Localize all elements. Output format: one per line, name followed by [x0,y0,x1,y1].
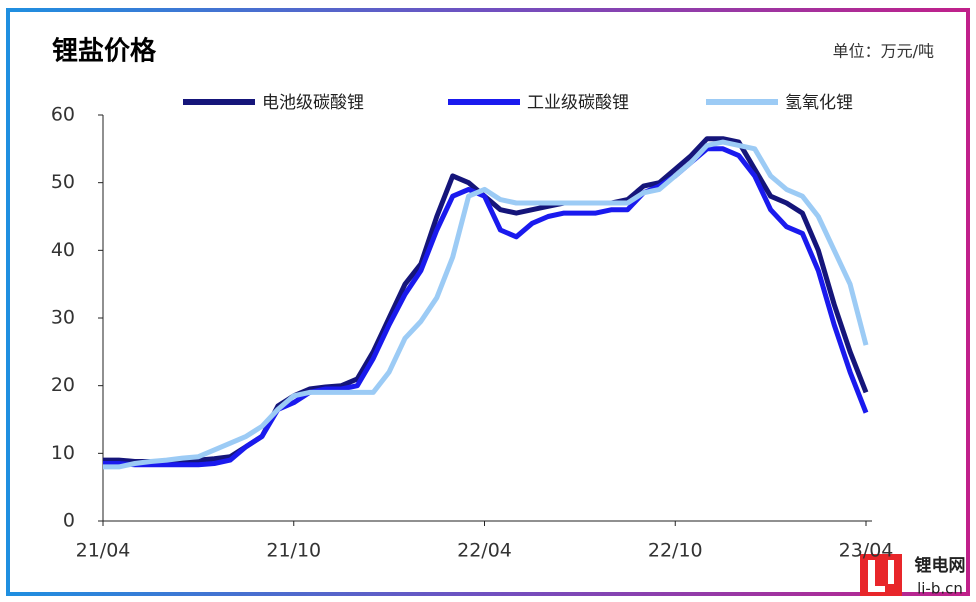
logo: 锂电网 li-b.cn [860,554,966,598]
legend-label: 电池级碳酸锂 [262,93,364,113]
y-tick-label: 50 [51,171,75,193]
logo-url: li-b.cn [917,580,963,598]
y-tick-label: 60 [51,104,75,126]
unit-label: 单位：万元/吨 [833,42,934,61]
series-line [103,139,869,470]
x-tick-label: 23/04 [839,540,894,562]
x-tick-label: 22/04 [457,540,512,562]
legend-label: 氢氧化锂 [785,93,853,113]
frame [6,8,970,596]
logo-glyph [868,560,894,592]
x-tick-label: 22/10 [648,540,703,562]
series-line [103,146,869,468]
legend-label: 工业级碳酸锂 [527,93,629,113]
x-tick-label: 21/10 [266,540,321,562]
y-tick-label: 10 [51,442,75,464]
logo-text: 锂电网 [915,555,966,576]
chart-title: 锂盐价格 [52,36,157,67]
y-tick-label: 30 [51,307,75,329]
y-tick-label: 20 [51,374,75,396]
x-tick-label: 21/04 [76,540,131,562]
y-tick-label: 0 [63,510,75,532]
y-tick-label: 40 [51,239,75,261]
